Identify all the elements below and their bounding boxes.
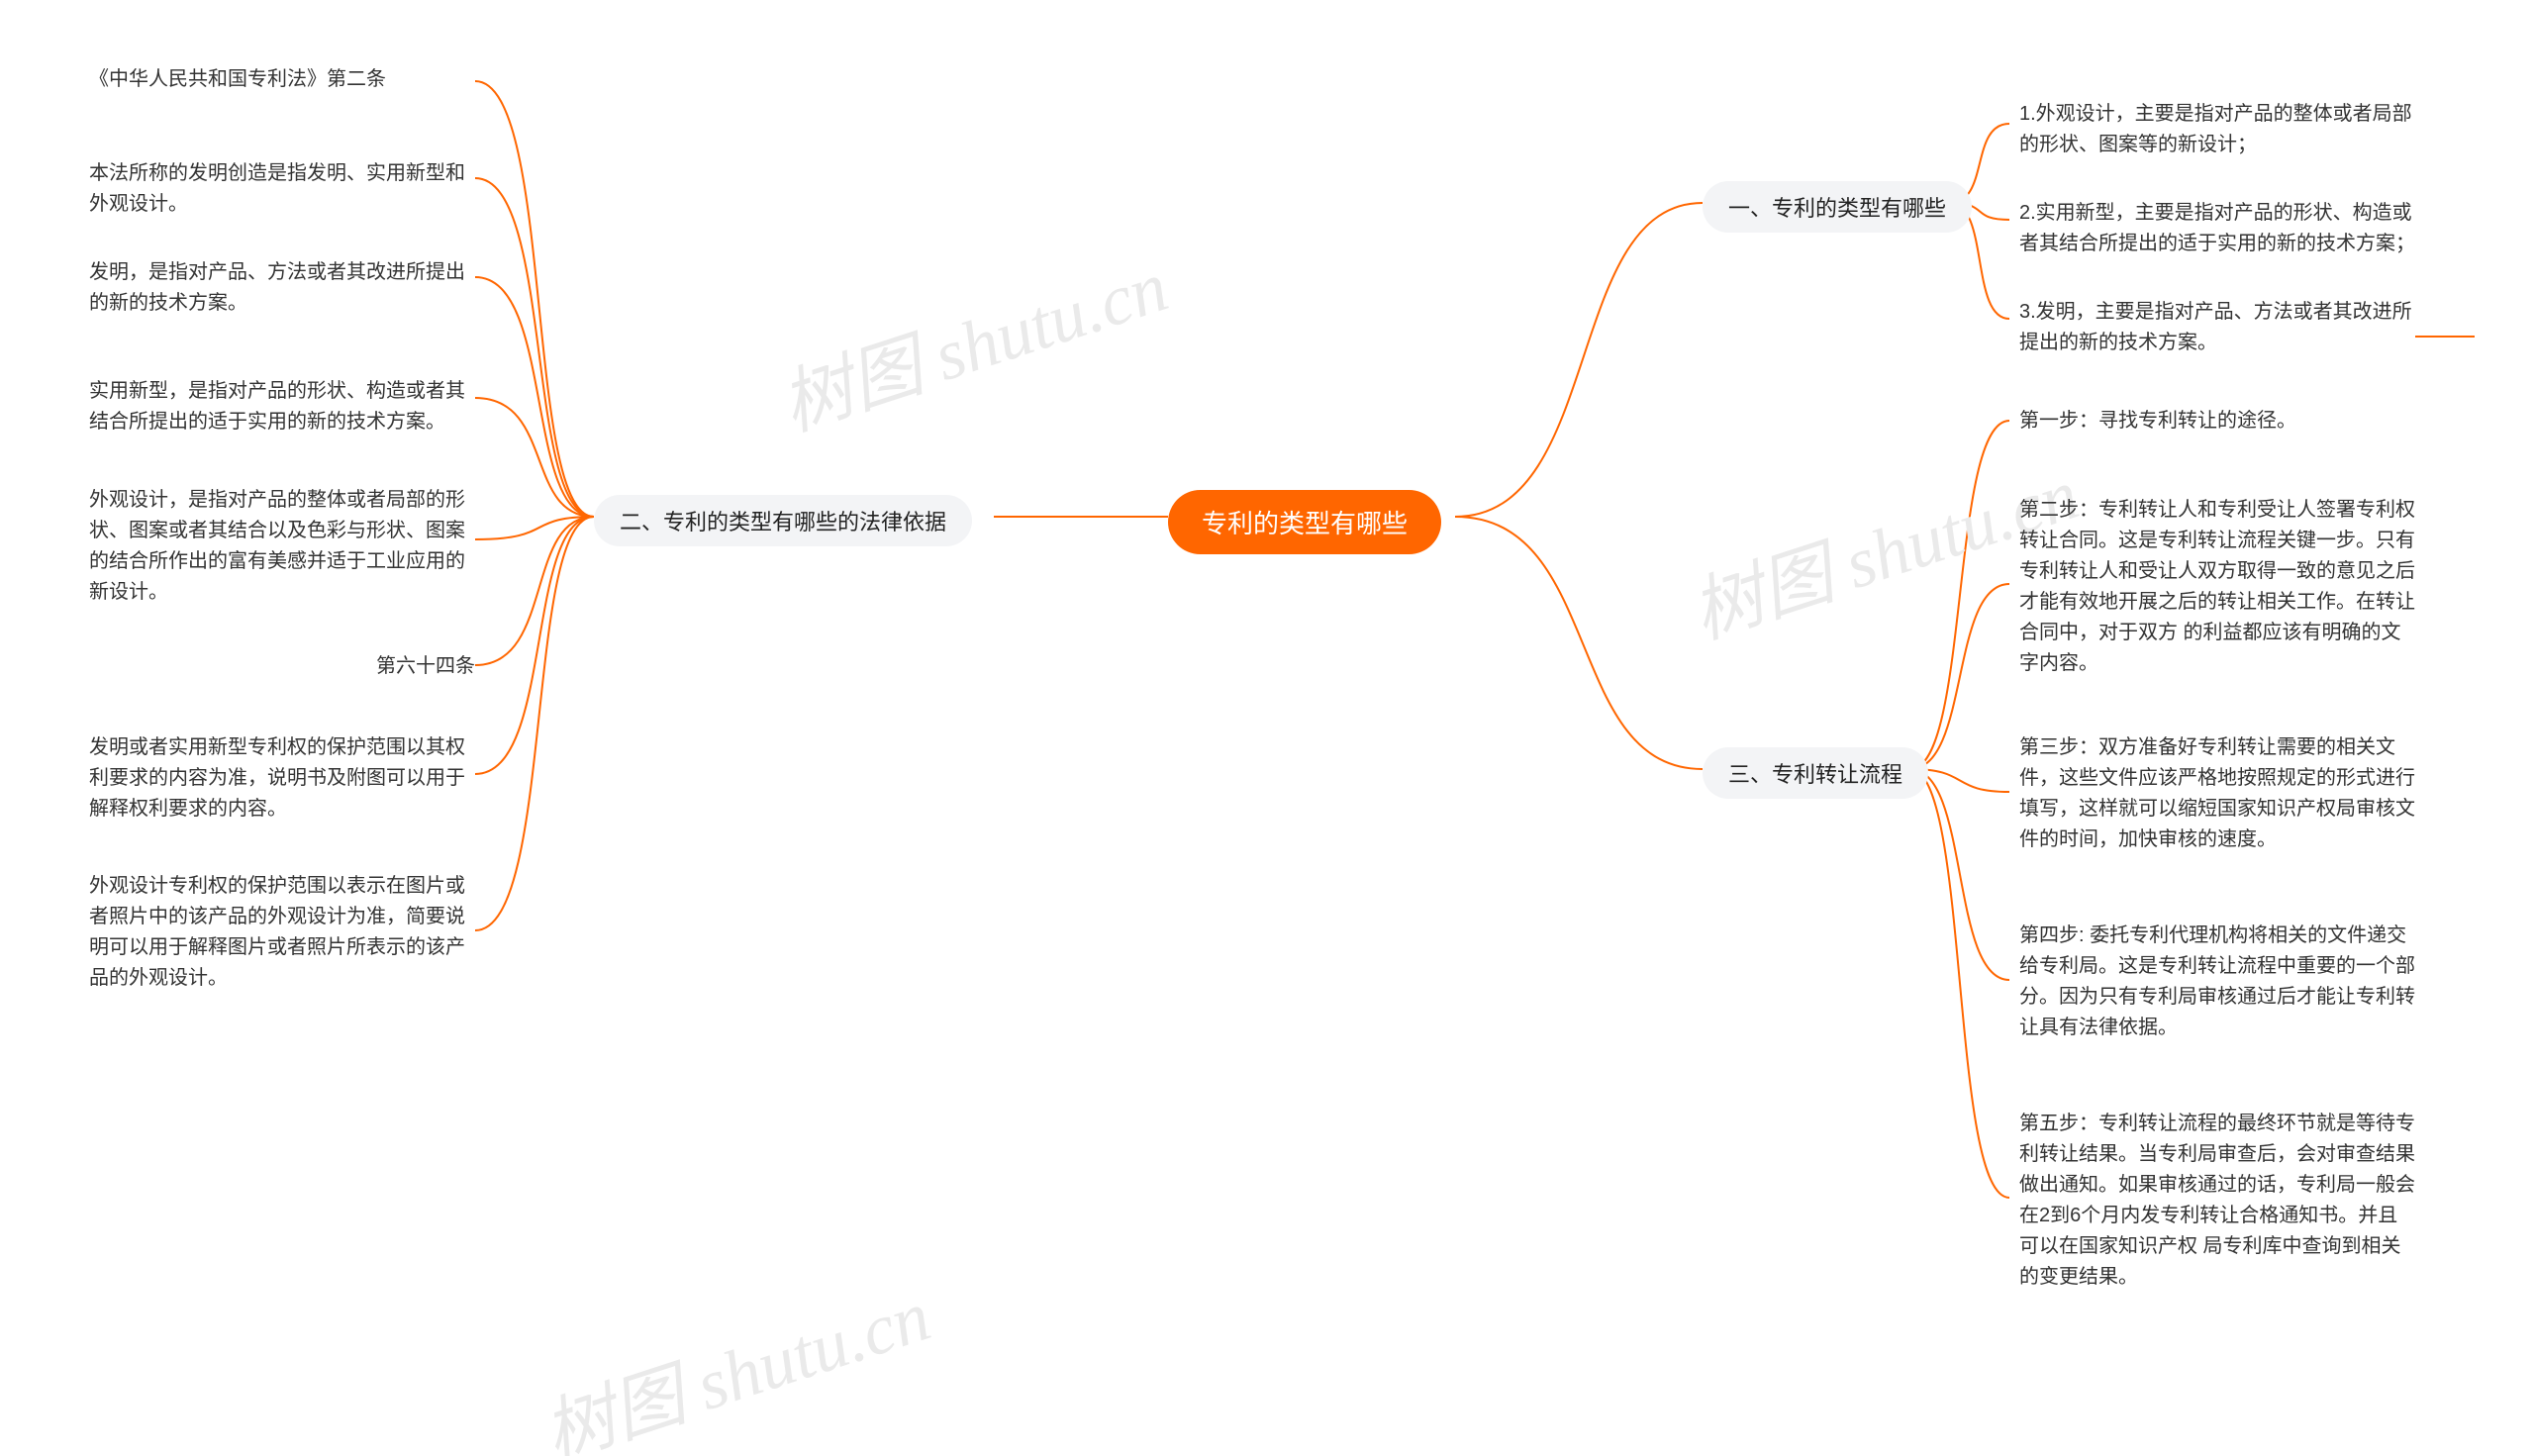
leaf-left-3: 实用新型，是指对产品的形状、构造或者其结合所提出的适于实用的新的技术方案。 — [89, 376, 475, 437]
branch-right-1-label: 一、专利的类型有哪些 — [1728, 196, 1946, 221]
branch-right-2-label: 三、专利转让流程 — [1728, 762, 1902, 787]
branch-left-label: 二、专利的类型有哪些的法律依据 — [620, 510, 946, 534]
leaf-right1-0: 1.外观设计，主要是指对产品的整体或者局部的形状、图案等的新设计； — [2019, 99, 2415, 160]
leaf-right2-0: 第一步：寻找专利转让的途径。 — [2019, 406, 2415, 437]
leaf-left-5: 第六十四条 — [89, 651, 475, 682]
leaf-right2-3: 第四步: 委托专利代理机构将相关的文件递交给专利局。这是专利转让流程中重要的一个… — [2019, 921, 2415, 1043]
branch-right-1[interactable]: 一、专利的类型有哪些 — [1703, 181, 1972, 233]
root-node[interactable]: 专利的类型有哪些 — [1168, 490, 1441, 554]
leaf-right2-1: 第二步：专利转让人和专利受让人签署专利权转让合同。这是专利转让流程关键一步。只有… — [2019, 495, 2415, 679]
root-label: 专利的类型有哪些 — [1202, 509, 1408, 538]
leaf-left-1: 本法所称的发明创造是指发明、实用新型和外观设计。 — [89, 158, 475, 220]
watermark: 树图 shutu.cn — [529, 1257, 941, 1456]
leaf-right2-2: 第三步：双方准备好专利转让需要的相关文件，这些文件应该严格地按照规定的形式进行填… — [2019, 732, 2415, 855]
watermark: 树图 shutu.cn — [766, 228, 1179, 450]
leaf-left-4: 外观设计，是指对产品的整体或者局部的形状、图案或者其结合以及色彩与形状、图案的结… — [89, 485, 475, 608]
leaf-left-0: 《中华人民共和国专利法》第二条 — [89, 64, 475, 95]
branch-right-2[interactable]: 三、专利转让流程 — [1703, 747, 1928, 799]
leaf-left-2: 发明，是指对产品、方法或者其改进所提出的新的技术方案。 — [89, 257, 475, 319]
leaf-right1-2: 3.发明，主要是指对产品、方法或者其改进所提出的新的技术方案。 — [2019, 297, 2415, 358]
leaf-right1-1: 2.实用新型，主要是指对产品的形状、构造或者其结合所提出的适于实用的新的技术方案… — [2019, 198, 2415, 259]
leaf-left-7: 外观设计专利权的保护范围以表示在图片或者照片中的该产品的外观设计为准，简要说明可… — [89, 871, 475, 994]
leaf-right2-4: 第五步：专利转让流程的最终环节就是等待专利转让结果。当专利局审查后，会对审查结果… — [2019, 1109, 2415, 1293]
leaf-left-6: 发明或者实用新型专利权的保护范围以其权利要求的内容为准，说明书及附图可以用于解释… — [89, 732, 475, 825]
branch-left[interactable]: 二、专利的类型有哪些的法律依据 — [594, 495, 972, 546]
